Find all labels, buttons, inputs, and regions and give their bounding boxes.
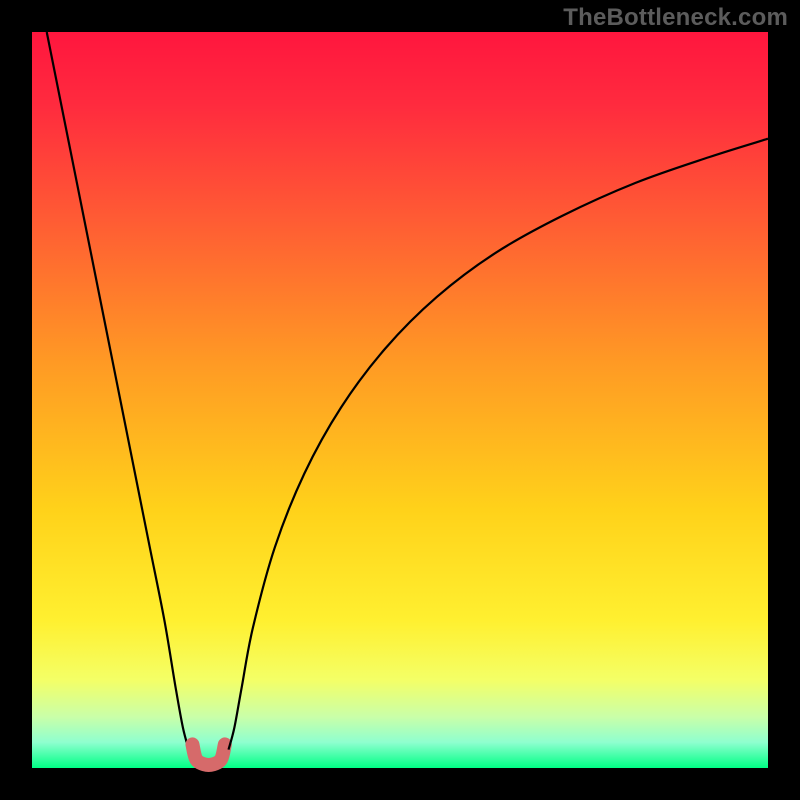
watermark-text: TheBottleneck.com [563,4,788,32]
chart-frame: TheBottleneck.com [0,0,800,800]
bottleneck-valley-cap [192,744,224,765]
bottleneck-curve-right [229,139,768,750]
plot-area [32,32,768,768]
curve-layer [32,32,768,768]
bottleneck-curve-left [47,32,189,750]
